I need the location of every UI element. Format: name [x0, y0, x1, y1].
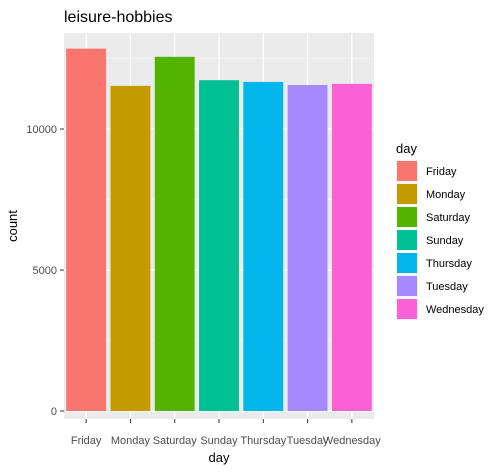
x-tick-label: Wednesday [323, 435, 381, 447]
x-axis-label: day [209, 450, 230, 465]
bar-wednesday [331, 83, 372, 411]
legend-label: Monday [426, 189, 466, 201]
x-tick-label: Sunday [200, 435, 238, 447]
bar-friday [66, 48, 107, 411]
legend-swatch-wednesday [397, 299, 417, 319]
y-tick-label: 0 [51, 406, 57, 418]
bar-sunday [199, 80, 239, 412]
bar-monday [110, 85, 151, 411]
y-tick-label: 5000 [33, 265, 57, 277]
chart-title: leisure-hobbies [64, 9, 173, 26]
legend-label: Sunday [426, 235, 464, 247]
bars [66, 48, 372, 412]
legend-swatch-monday [397, 184, 417, 204]
x-axis: Friday Monday Saturday Sunday Thursday Tuesda… [71, 419, 381, 447]
bar-saturday [154, 56, 195, 412]
x-tick-label: Tuesday [287, 435, 329, 447]
x-tick-label: Saturday [153, 435, 198, 447]
legend-swatch-friday [397, 161, 417, 181]
y-axis: 0 5000 10000 [26, 124, 64, 418]
x-tick-label: Monday [111, 435, 151, 447]
legend: day Friday Monday Saturday Sunday Thursday Tu… [396, 141, 484, 320]
legend-label: Wednesday [426, 304, 484, 316]
legend-swatch-thursday [397, 253, 417, 273]
x-tick-label: Friday [71, 435, 102, 447]
legend-label: Friday [426, 166, 457, 178]
legend-label: Saturday [426, 212, 471, 224]
legend-swatch-tuesday [397, 276, 417, 296]
bar-thursday [243, 81, 284, 411]
legend-swatch-sunday [397, 230, 417, 250]
legend-label: Thursday [426, 258, 472, 270]
legend-swatch-saturday [397, 207, 417, 227]
legend-label: Tuesday [426, 281, 468, 293]
y-axis-label: count [5, 210, 20, 242]
x-tick-label: Thursday [240, 435, 286, 447]
legend-title: day [396, 141, 417, 156]
bar-tuesday [287, 85, 328, 412]
y-tick-label: 10000 [26, 124, 57, 136]
